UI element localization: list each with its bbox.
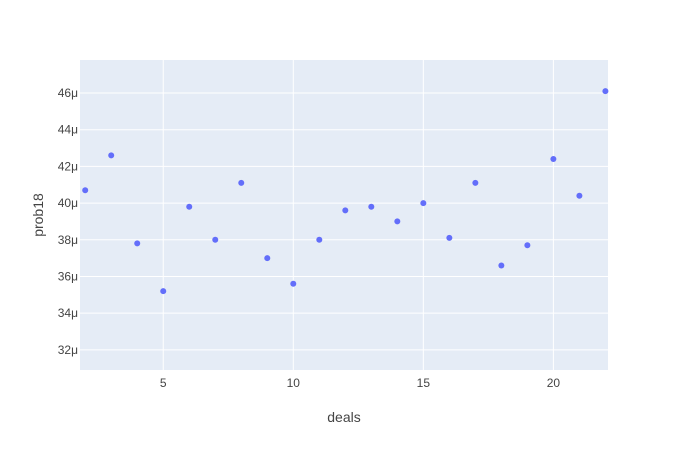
data-point [238,179,245,186]
x-tick-label: 10 [287,376,301,390]
grid-lines [80,60,608,370]
x-tick-label: 15 [417,376,431,390]
x-tick-label: 20 [547,376,561,390]
data-point [446,234,453,241]
data-point [134,240,141,247]
data-points [82,88,609,295]
y-tick-label: 32μ [58,343,78,357]
data-point [160,288,167,295]
y-axis-title: prob18 [30,193,46,237]
y-tick-labels: 32μ 34μ 36μ 38μ 40μ 42μ 44μ 46μ [58,86,78,357]
data-point [498,262,505,269]
data-point [186,203,193,210]
data-point [420,200,427,207]
x-tick-label: 5 [160,376,167,390]
data-point [342,207,349,214]
data-point [290,280,297,287]
data-point [316,236,323,243]
x-axis-title: deals [327,409,360,425]
data-point [550,156,557,163]
data-point [576,192,583,199]
y-tick-label: 36μ [58,269,78,283]
y-tick-label: 46μ [58,86,78,100]
data-point [394,218,401,225]
plot-background [80,60,608,370]
y-tick-label: 40μ [58,196,78,210]
y-tick-label: 34μ [58,306,78,320]
y-tick-label: 42μ [58,159,78,173]
y-tick-label: 38μ [58,233,78,247]
data-point [602,88,609,95]
data-point [108,152,115,159]
data-point [472,179,479,186]
y-tick-label: 44μ [58,123,78,137]
data-point [212,236,219,243]
data-point [82,187,89,194]
data-point [368,203,375,210]
data-point [264,255,271,262]
data-point [524,242,531,249]
x-tick-labels: 5 10 15 20 [160,376,560,390]
